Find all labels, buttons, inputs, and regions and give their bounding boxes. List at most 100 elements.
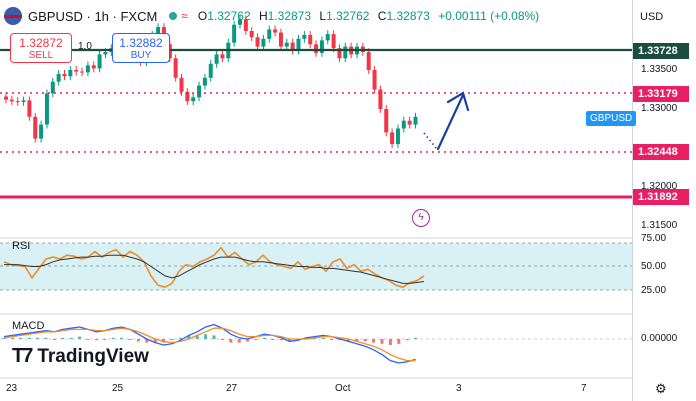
macd-line [3, 323, 416, 364]
change-value: +0.00111 (+0.08%) [438, 9, 540, 23]
candle-body [401, 120, 406, 129]
candle-body [267, 29, 272, 39]
macd-bar [321, 337, 325, 339]
symbol-legend[interactable]: GBPUSD · 1h · FXCM ≈ O1.32762 H1.32873 L… [4, 7, 539, 25]
macd-bar [44, 337, 48, 339]
candle-body [284, 42, 289, 47]
candle-body [378, 89, 383, 109]
candle-body [62, 73, 67, 77]
candle-body [331, 34, 336, 49]
level-label-1: 1.33728 [633, 43, 689, 59]
candle-body [56, 73, 61, 82]
price-tick: 1.33500 [641, 64, 678, 75]
price-tick: 1.32000 [641, 181, 678, 192]
candle-body [255, 37, 260, 47]
candle-body [314, 44, 319, 53]
candle-body [191, 97, 196, 102]
candle-body [197, 85, 202, 98]
waves-icon[interactable]: ≈ [181, 9, 188, 23]
candle-body [156, 27, 161, 35]
tradingview-wordmark: TradingView [37, 345, 149, 367]
macd-bar [195, 335, 199, 339]
macd-bar [204, 334, 208, 339]
rsi-label[interactable]: RSI [12, 240, 31, 252]
candle-body [384, 109, 389, 133]
time-tick: 25 [112, 383, 124, 394]
ohlc-values: O1.32762 H1.32873 L1.32762 C1.32873 +0.0… [198, 9, 539, 23]
candle-body [214, 54, 219, 64]
candle-body [4, 96, 8, 100]
sell-price: 1.32872 [19, 36, 63, 50]
candle-body [407, 120, 412, 125]
macd-bar [397, 339, 401, 344]
buy-label: BUY [130, 50, 152, 61]
tradingview-logo[interactable]: T7 TradingView [12, 345, 149, 368]
candle-body [68, 70, 73, 77]
macd-bar [212, 335, 216, 339]
macd-bar [61, 337, 65, 339]
candle-body [27, 100, 32, 117]
candle-body [179, 77, 184, 92]
candle-body [337, 48, 342, 59]
time-tick: 23 [6, 383, 18, 394]
macd-bar [178, 337, 182, 339]
gbp-flag-icon [4, 7, 22, 25]
projection-arrow-line[interactable] [436, 91, 470, 151]
rsi-tick: 75.00 [641, 233, 667, 244]
candle-body [395, 128, 400, 145]
time-tick: Oct [335, 383, 351, 394]
macd-bar [254, 339, 258, 340]
low-label: L [319, 9, 327, 23]
level-label-4: 1.31892 [633, 189, 689, 205]
macd-bar [414, 337, 418, 339]
candle-body [185, 91, 190, 102]
macd-bar [103, 339, 107, 340]
settings-gear-icon[interactable]: ⚙ [655, 381, 667, 396]
low-value: 1.32762 [326, 9, 370, 23]
candle-body [39, 124, 44, 139]
macd-bar [128, 339, 132, 340]
macd-bar [229, 339, 233, 343]
sell-button[interactable]: 1.32872 SELL [10, 33, 72, 63]
macd-bar [405, 339, 409, 341]
level-label-2: 1.33179 [633, 86, 689, 102]
buy-price: 1.32882 [119, 36, 163, 50]
macd-signal-line [3, 327, 416, 362]
candle-body [33, 116, 38, 139]
candle-body [220, 54, 225, 59]
rsi-tick: 50.00 [641, 261, 667, 272]
chart-canvas[interactable] [0, 0, 632, 401]
macd-bar [220, 339, 224, 340]
macd-bar [246, 339, 250, 342]
candle-body [50, 81, 55, 94]
macd-bar [2, 337, 6, 339]
candle-body [366, 52, 371, 70]
macd-bar [69, 337, 73, 339]
candle-body [238, 19, 242, 25]
macd-bar [271, 339, 275, 340]
rsi-band [0, 243, 632, 290]
close-value: 1.32873 [386, 9, 430, 23]
macd-bar [94, 339, 98, 341]
price-tick: 1.33000 [641, 103, 678, 114]
macd-bar [36, 337, 40, 339]
high-value: 1.32873 [267, 9, 312, 23]
flash-icon[interactable]: ϟ [412, 209, 430, 227]
macd-bar [111, 337, 115, 339]
macd-label[interactable]: MACD [12, 320, 45, 332]
candle-body [202, 77, 207, 86]
macd-bar [78, 336, 82, 339]
macd-bar [10, 337, 14, 339]
buy-button[interactable]: 1.32882 BUY [112, 33, 170, 63]
macd-bar [346, 339, 350, 342]
candle-body [325, 34, 330, 41]
candle-body [97, 54, 102, 69]
macd-bar [262, 337, 266, 339]
currency-label[interactable]: USD [640, 11, 664, 23]
candle-body [243, 19, 248, 31]
tradingview-mark-icon: T7 [12, 345, 33, 367]
candle-body [208, 63, 213, 78]
candle-body [44, 93, 49, 125]
symbol-title[interactable]: GBPUSD · 1h · FXCM [28, 8, 158, 24]
candle-body [308, 34, 313, 45]
